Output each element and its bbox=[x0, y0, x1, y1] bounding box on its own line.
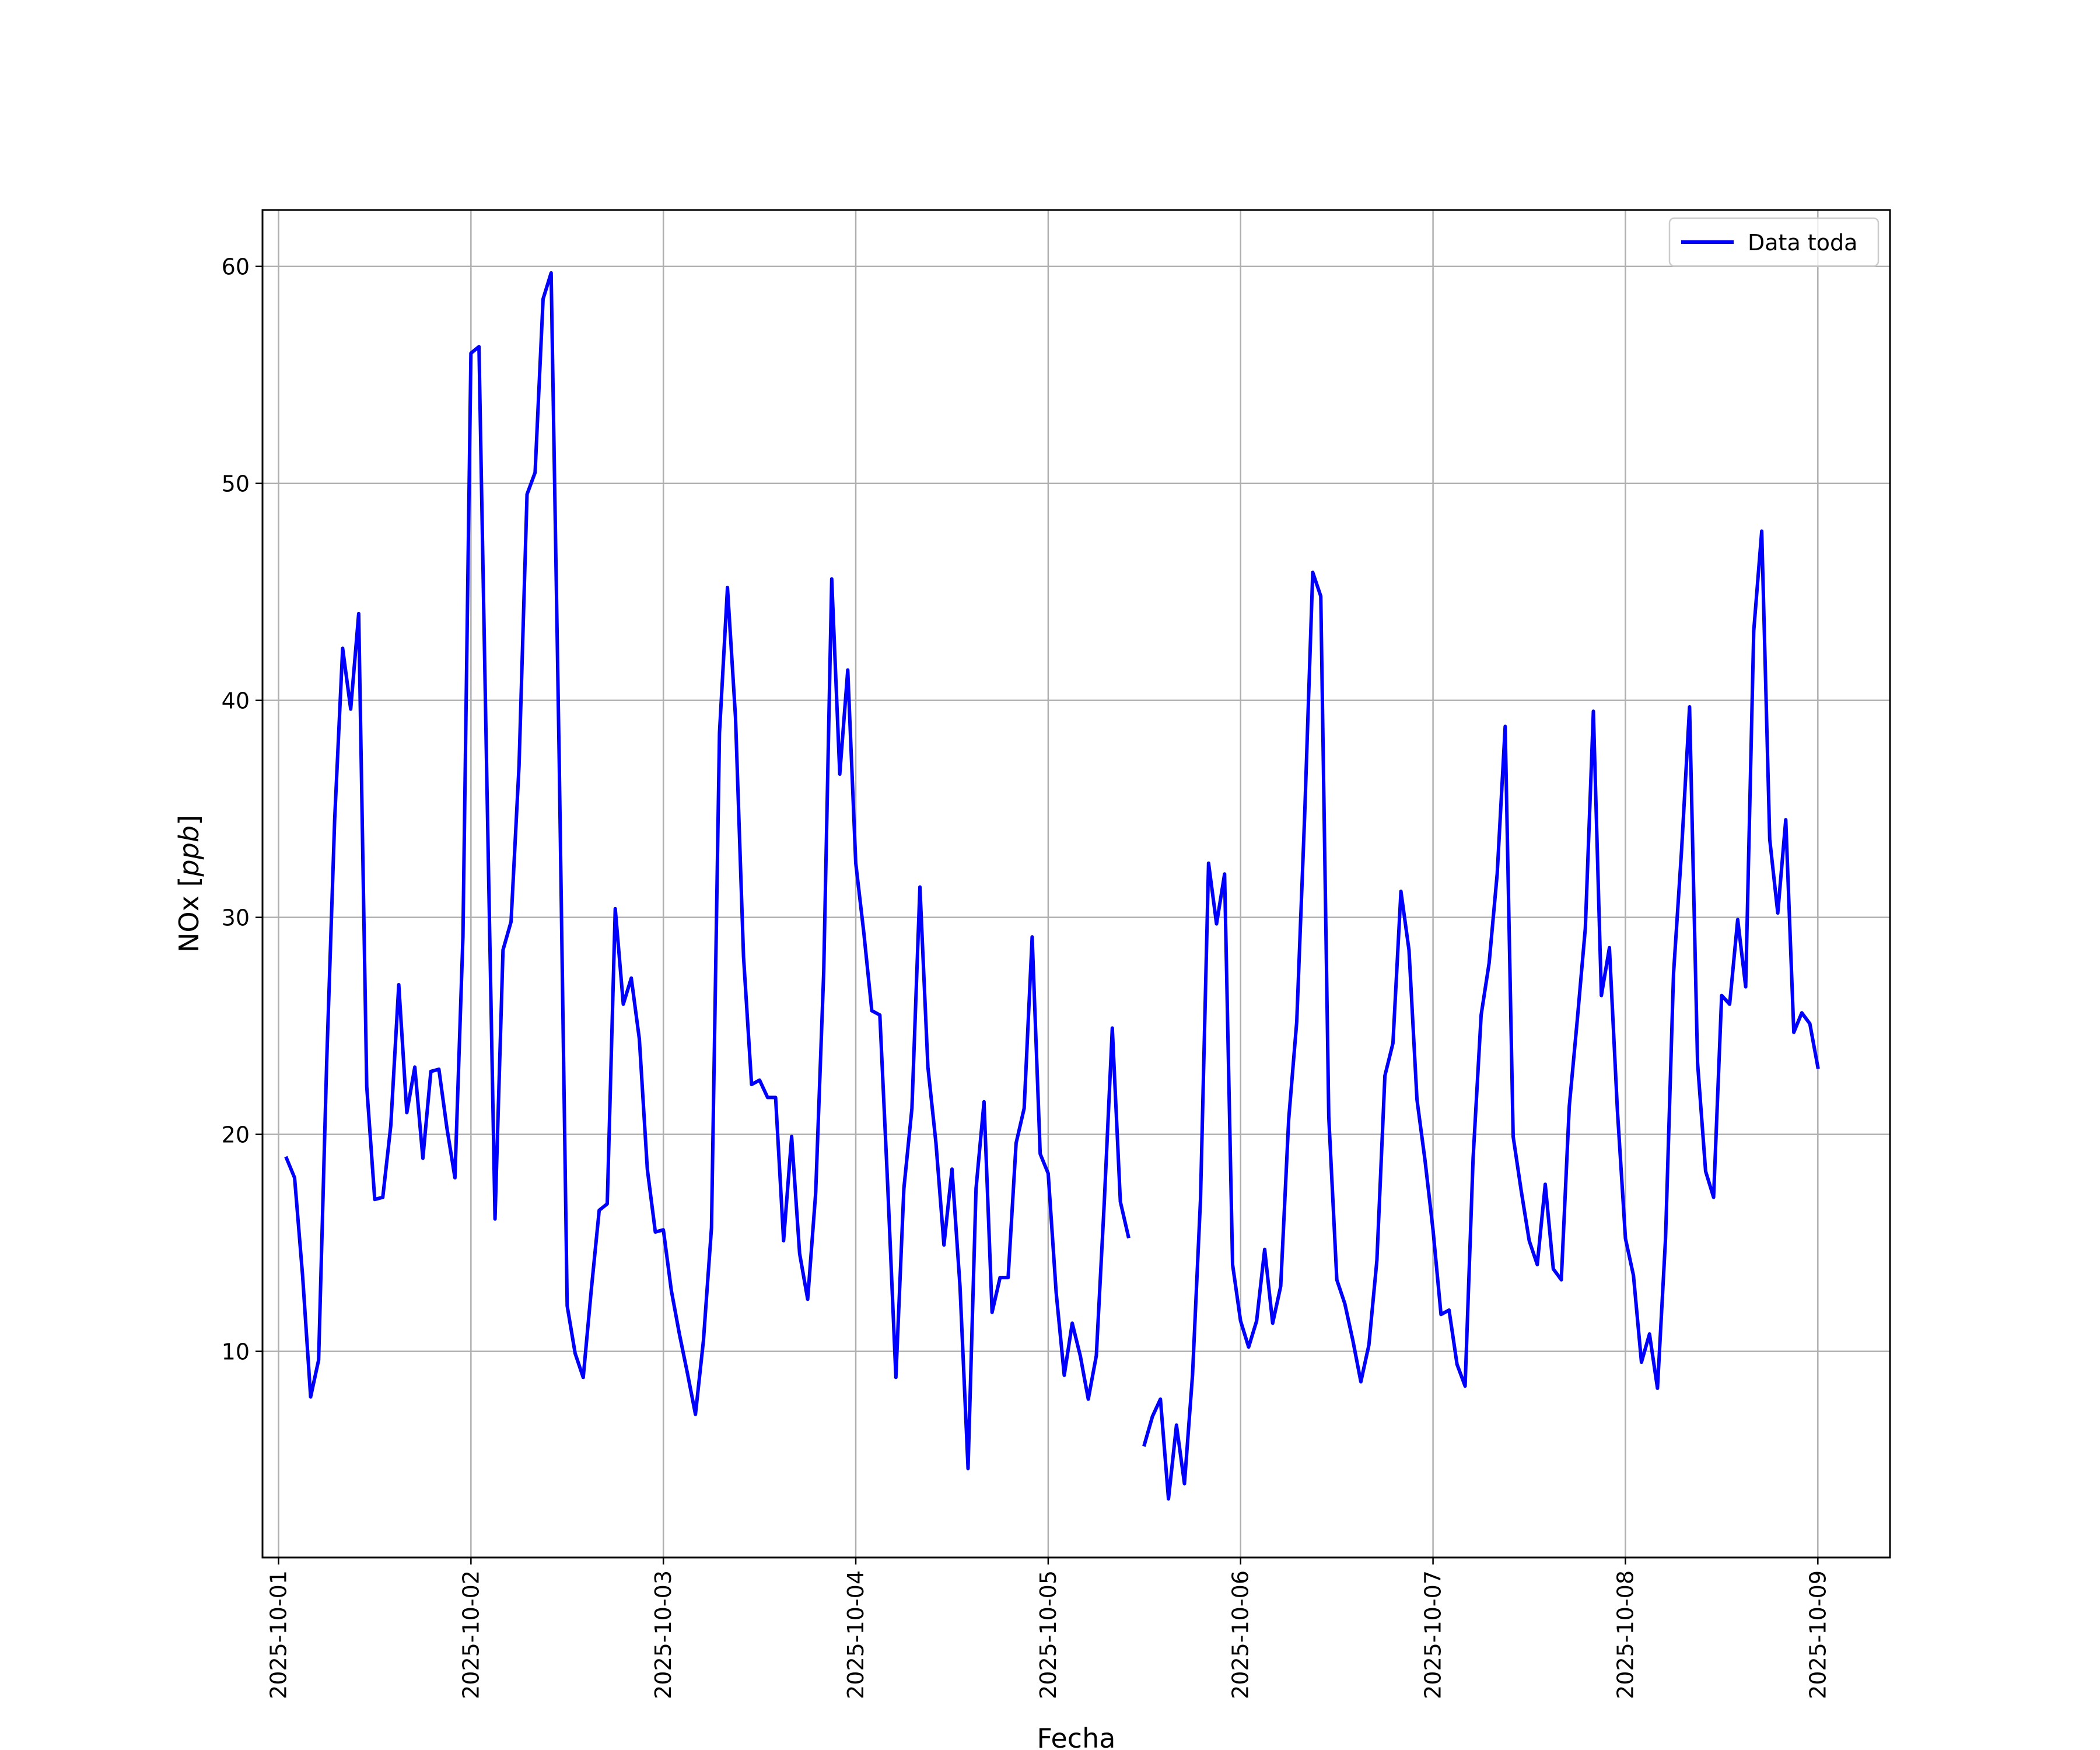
x-axis-label: Fecha bbox=[1037, 1723, 1116, 1750]
x-tick-label: 2025-10-01 bbox=[265, 1570, 291, 1699]
x-tick-label: 2025-10-04 bbox=[843, 1570, 869, 1699]
y-axis-label: NOx [ppb] bbox=[173, 815, 205, 953]
y-axis-label-unit: ppb bbox=[173, 825, 205, 877]
y-axis-ticks: 10 20 30 40 50 60 bbox=[222, 254, 262, 1365]
y-tick-label: 50 bbox=[222, 471, 250, 497]
x-tick-label: 2025-10-07 bbox=[1420, 1570, 1446, 1699]
x-axis-ticks: 2025-10-01 2025-10-02 2025-10-03 2025-10-04… bbox=[265, 1558, 1831, 1699]
series-line-segment bbox=[284, 271, 1130, 1471]
y-tick-label: 20 bbox=[222, 1122, 250, 1148]
x-tick-label: 2025-10-05 bbox=[1035, 1570, 1061, 1699]
y-tick-label: 30 bbox=[222, 905, 250, 931]
y-tick-label: 10 bbox=[222, 1339, 250, 1365]
legend-box bbox=[1668, 217, 1880, 267]
x-tick-label: 2025-10-03 bbox=[650, 1570, 676, 1699]
plot-area bbox=[262, 210, 1890, 1558]
y-axis-label-end: ] bbox=[173, 815, 205, 825]
y-tick-label: 40 bbox=[222, 688, 250, 714]
plot-frame bbox=[261, 209, 1891, 1559]
x-tick-label: 2025-10-09 bbox=[1805, 1570, 1831, 1699]
series-line-segment bbox=[1142, 529, 1820, 1501]
y-tick-label: 60 bbox=[222, 254, 250, 280]
legend-label: Data toda bbox=[1748, 230, 1857, 256]
legend: Data toda bbox=[1668, 217, 1880, 267]
y-axis-label-main: NOx [ bbox=[173, 877, 205, 953]
x-tick-label: 2025-10-06 bbox=[1228, 1570, 1254, 1699]
x-tick-label: 2025-10-02 bbox=[458, 1570, 484, 1699]
x-tick-label: 2025-10-08 bbox=[1612, 1570, 1638, 1699]
series-lines bbox=[284, 271, 1820, 1501]
